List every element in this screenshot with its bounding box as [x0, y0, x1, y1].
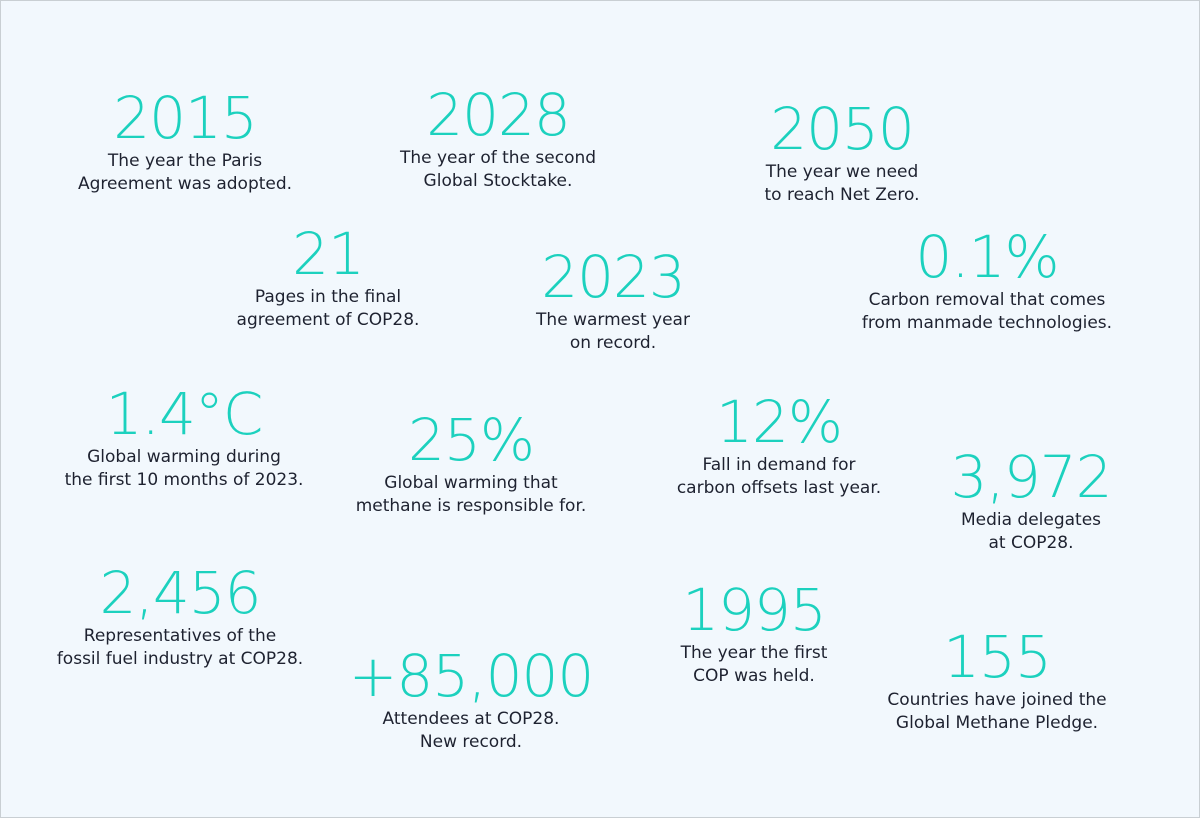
stat-description-line: methane is responsible for.	[355, 496, 587, 516]
stat-value: 2050	[770, 95, 915, 163]
stat-value: 21	[292, 220, 365, 288]
stat-methane-share: 25% Global warming that methane is respo…	[356, 410, 587, 518]
stat-value: 2028	[426, 81, 571, 149]
stat-description-line: to reach Net Zero.	[764, 185, 920, 205]
stat-warmest-year: 2023 The warmest year on record.	[536, 247, 690, 355]
stat-description-line: New record.	[419, 732, 523, 752]
stat-description-line: The year the Paris	[107, 151, 263, 171]
stat-value: 2023	[541, 243, 686, 311]
stat-description-line: Global Stocktake.	[423, 171, 573, 191]
stat-description: The year we need to reach Net Zero.	[765, 161, 920, 207]
stat-value: 1995	[682, 576, 827, 644]
stat-description-line: Fall in demand for	[702, 455, 856, 475]
stat-first-cop: 1995 The year the first COP was held.	[681, 580, 828, 688]
stat-second-stocktake: 2028 The year of the second Global Stock…	[400, 85, 596, 193]
stat-fossil-fuel-representatives: 2,456 Representatives of the fossil fuel…	[57, 563, 303, 671]
stat-net-zero: 2050 The year we need to reach Net Zero.	[765, 99, 920, 207]
stat-description-line: Carbon removal that comes	[868, 290, 1106, 310]
stat-description-line: The year of the second	[399, 148, 597, 168]
stat-offset-demand: 12% Fall in demand for carbon offsets la…	[677, 392, 881, 500]
stat-description: Carbon removal that comes from manmade t…	[862, 289, 1112, 335]
stat-description-line: agreement of COP28.	[236, 310, 420, 330]
stat-value: +85,000	[348, 642, 595, 710]
stat-media-delegates: 3,972 Media delegates at COP28.	[950, 443, 1112, 555]
stat-description: The year the first COP was held.	[681, 642, 828, 688]
stat-description-line: fossil fuel industry at COP28.	[56, 649, 304, 669]
stat-description-line: Pages in the final	[254, 287, 402, 307]
stat-description-line: carbon offsets last year.	[676, 478, 882, 498]
stat-value: 155	[943, 623, 1052, 691]
stat-description: Fall in demand for carbon offsets last y…	[677, 454, 881, 500]
stat-value: 1.4°C	[105, 380, 264, 448]
stat-description: The year the Paris Agreement was adopted…	[78, 150, 292, 196]
stat-attendees: +85,000 Attendees at COP28. New record.	[348, 642, 595, 754]
stat-value: 3,972	[950, 443, 1112, 511]
stat-value: 2015	[113, 84, 258, 152]
stat-description-line: Global Methane Pledge.	[895, 713, 1099, 733]
stat-description-line: The year we need	[765, 162, 919, 182]
stat-description-line: Representatives of the	[83, 626, 277, 646]
stat-description: Countries have joined the Global Methane…	[887, 689, 1106, 735]
stat-description-line: Global warming during	[87, 447, 281, 467]
stat-agreement-pages: 21 Pages in the final agreement of COP28…	[237, 224, 420, 332]
stat-description: The warmest year on record.	[536, 309, 690, 355]
stat-description-line: Media delegates	[960, 510, 1102, 530]
stat-carbon-removal: 0.1% Carbon removal that comes from manm…	[862, 227, 1112, 335]
stat-description: Media delegates at COP28.	[950, 509, 1111, 555]
stat-description-line: Attendees at COP28.	[382, 709, 560, 729]
stat-paris-agreement: 2015 The year the Paris Agreement was ad…	[78, 88, 292, 196]
stat-description: Global warming during the first 10 month…	[65, 446, 304, 492]
stat-description-line: Countries have joined the	[887, 690, 1107, 710]
stat-description: Representatives of the fossil fuel indus…	[57, 625, 303, 671]
stat-global-warming: 1.4°C Global warming during the first 10…	[65, 384, 304, 492]
stat-description-line: from manmade technologies.	[861, 313, 1113, 333]
stat-description-line: Agreement was adopted.	[77, 174, 293, 194]
stat-description: Attendees at COP28. New record.	[349, 708, 594, 754]
stat-methane-pledge: 155 Countries have joined the Global Met…	[887, 627, 1106, 735]
stat-description-line: The year the first	[680, 643, 828, 663]
stat-value: 0.1%	[915, 223, 1059, 291]
stat-description: Pages in the final agreement of COP28.	[237, 286, 420, 332]
stat-description-line: on record.	[569, 333, 657, 353]
stat-description: The year of the second Global Stocktake.	[400, 147, 596, 193]
stat-value: 12%	[716, 388, 843, 456]
stat-description-line: The warmest year	[536, 310, 690, 330]
stat-description-line: COP was held.	[693, 666, 815, 686]
stat-description-line: the first 10 months of 2023.	[64, 470, 304, 490]
stat-description-line: Global warming that	[384, 473, 558, 493]
stat-value: 2,456	[99, 559, 261, 627]
stat-value: 25%	[408, 406, 535, 474]
stat-description: Global warming that methane is responsib…	[356, 472, 587, 518]
stat-description-line: at COP28.	[988, 533, 1074, 553]
